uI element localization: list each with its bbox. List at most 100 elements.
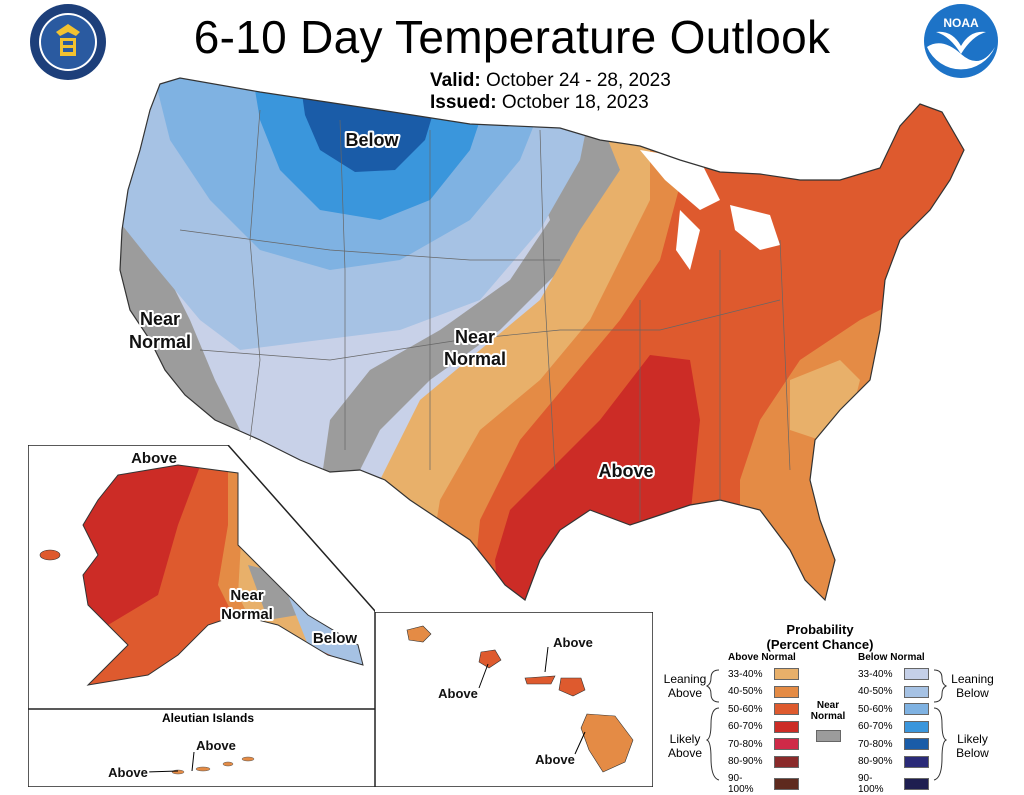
- hi-label-above-3: Above: [535, 752, 575, 767]
- legend-below-swatch: [904, 703, 929, 715]
- legend-likely-below: Likely Below: [945, 732, 1000, 760]
- label-near-central-1: Near: [455, 327, 495, 347]
- label-near-west-1: Near: [140, 309, 180, 329]
- zone-near-normal-west: [120, 180, 240, 440]
- legend-near-normal-swatch: [816, 730, 841, 742]
- doc-seal-icon: [30, 4, 106, 80]
- legend-likely-above: Likely Above: [660, 732, 710, 760]
- legend-below-swatch: [904, 778, 929, 790]
- legend-above-range-label: 80-90%: [728, 756, 763, 767]
- svg-text:NOAA: NOAA: [943, 16, 979, 30]
- legend-above-header: Above Normal: [728, 652, 796, 663]
- zone-near-normal-central: [320, 130, 640, 490]
- likely-above-line-2: Above: [667, 746, 703, 760]
- legend-below-row: 33-40%: [858, 668, 929, 680]
- leaning-above-line-1: Leaning: [663, 672, 707, 686]
- alaska-inset: Above Near Normal Below: [28, 445, 375, 709]
- legend-below-row: 50-60%: [858, 703, 929, 715]
- legend-above-swatch: [774, 755, 799, 768]
- valid-label: Valid:: [430, 70, 481, 91]
- likely-below-line-2: Below: [956, 746, 989, 760]
- legend-above-range-label: 33-40%: [728, 668, 763, 680]
- legend-below-row: 60-70%: [858, 720, 929, 733]
- legend-title-line-2: (Percent Chance): [766, 637, 874, 652]
- legend-title-line-1: Probability: [786, 622, 854, 637]
- legend-above-swatch: [774, 703, 799, 715]
- legend-above-row: 70-80%: [728, 738, 799, 750]
- legend-above-row: 80-90%: [728, 755, 799, 768]
- ak-label-near-2: Normal: [221, 606, 273, 623]
- hi-label-above-1: Above: [553, 635, 593, 650]
- legend-below-row: 90-100%: [858, 773, 929, 795]
- legend-above-row: 90-100%: [728, 773, 799, 795]
- legend-above-swatch: [774, 685, 799, 698]
- legend-below-row: 40-50%: [858, 685, 929, 698]
- label-near-west-2: Normal: [129, 332, 191, 352]
- lake-michigan: [676, 210, 700, 270]
- legend-near-normal: Near Normal: [806, 700, 850, 722]
- legend-above-swatch: [774, 720, 799, 733]
- legend-below-range-label: 70-80%: [858, 738, 893, 750]
- legend-below-swatch: [904, 755, 929, 768]
- label-below-north: Below: [345, 130, 399, 150]
- legend-above-swatch: [774, 778, 799, 790]
- aleutian-label-above-2: Above: [108, 765, 148, 780]
- legend-above-range-label: 50-60%: [728, 703, 763, 715]
- label-above-south: Above: [598, 461, 653, 481]
- legend-leaning-above: Leaning Above: [660, 672, 710, 700]
- issued-date: October 18, 2023: [501, 92, 649, 113]
- legend-above-row: 33-40%: [728, 668, 799, 680]
- legend-title: Probability (Percent Chance): [760, 622, 880, 652]
- legend-below-range-label: 33-40%: [858, 668, 893, 680]
- legend-above-range-label: 90-100%: [728, 773, 754, 795]
- issued-label: Issued:: [430, 92, 497, 113]
- near-normal-line-2: Normal: [810, 711, 846, 722]
- label-near-central-2: Normal: [444, 349, 506, 369]
- legend-above-swatch: [774, 668, 799, 680]
- legend-above-swatch: [774, 738, 799, 750]
- valid-dates-row: Valid: October 24 - 28, 2023: [430, 70, 671, 92]
- aleutian-label-above-1: Above: [196, 738, 236, 753]
- legend-below-range-label: 80-90%: [858, 756, 893, 767]
- legend-leaning-below: Leaning Below: [945, 672, 1000, 700]
- aleutian-title: Aleutian Islands: [162, 711, 254, 725]
- legend-below-braces: [933, 669, 948, 781]
- leaning-above-line-2: Above: [667, 686, 703, 700]
- likely-above-line-1: Likely: [669, 732, 701, 746]
- legend-below-swatch: [904, 738, 929, 750]
- legend-below-swatch: [904, 668, 929, 680]
- likely-below-line-1: Likely: [957, 732, 988, 746]
- noaa-logo-icon: NOAA: [924, 4, 998, 78]
- legend-below-swatch: [904, 720, 929, 733]
- legend-below-row: 70-80%: [858, 738, 929, 750]
- lake-huron: [730, 205, 780, 250]
- legend-above-row: 60-70%: [728, 720, 799, 733]
- leaning-below-line-1: Leaning: [951, 672, 994, 686]
- ak-label-near-1: Near: [230, 587, 264, 604]
- near-normal-line-1: Near: [816, 700, 840, 711]
- legend-below-range-label: 90-100%: [858, 773, 884, 795]
- legend-above-range-label: 60-70%: [728, 721, 763, 732]
- legend-below-range-label: 50-60%: [858, 703, 893, 715]
- legend-below-swatch: [904, 685, 929, 698]
- aleutian-inset: Aleutian Islands Above Above: [28, 709, 375, 787]
- legend-above-range-label: 40-50%: [728, 686, 763, 697]
- ak-label-above: Above: [131, 450, 177, 467]
- hi-label-above-2: Above: [438, 686, 478, 701]
- legend-above-row: 40-50%: [728, 685, 799, 698]
- leaning-below-line-2: Below: [956, 686, 989, 700]
- state-borders: [179, 109, 791, 520]
- legend-above-braces: [705, 669, 720, 781]
- legend-above-range-label: 70-80%: [728, 738, 763, 750]
- legend-below-row: 80-90%: [858, 755, 929, 768]
- map-title: 6-10 Day Temperature Outlook: [193, 11, 831, 63]
- conus-outline: [119, 77, 965, 602]
- ak-label-below: Below: [313, 630, 358, 647]
- legend-below-range-label: 40-50%: [858, 686, 893, 697]
- legend-above-row: 50-60%: [728, 703, 799, 715]
- legend-below-header: Below Normal: [858, 652, 925, 663]
- hawaii-inset: Above Above Above: [375, 612, 653, 787]
- valid-dates: October 24 - 28, 2023: [485, 70, 671, 91]
- legend-below-range-label: 60-70%: [858, 721, 893, 732]
